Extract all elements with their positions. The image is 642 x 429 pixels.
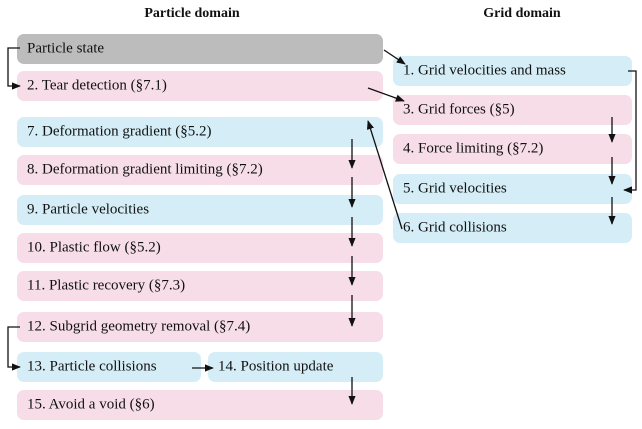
step-box: [208, 352, 383, 382]
arrow: [7, 47, 21, 90]
step-box: [393, 56, 632, 86]
arrow: [366, 120, 403, 230]
arrow: [623, 70, 637, 194]
step-box: [17, 155, 383, 185]
arrow: [383, 49, 406, 65]
step-label: 9. Particle velocities: [27, 201, 149, 217]
step-box: [17, 195, 383, 225]
step-label: 13. Particle collisions: [27, 358, 157, 374]
grid-header: Grid domain: [483, 6, 561, 21]
step-box: [17, 352, 201, 382]
step-box: [17, 71, 383, 101]
step-label: 15. Avoid a void (§6): [27, 396, 155, 412]
arrow: [367, 87, 405, 102]
step-label: 5. Grid velocities: [403, 180, 507, 196]
step-box: [17, 34, 383, 64]
step-box: [17, 271, 383, 301]
step-label: 2. Tear detection (§7.1): [27, 77, 167, 93]
step-box: [393, 213, 632, 243]
step-box: [17, 117, 383, 147]
step-label: 11. Plastic recovery (§7.3): [27, 277, 185, 293]
step-label: 7. Deformation gradient (§5.2): [27, 123, 212, 139]
step-label: 4. Force limiting (§7.2): [403, 140, 543, 156]
step-label: 1. Grid velocities and mass: [403, 62, 566, 78]
step-label: 14. Position update: [218, 358, 334, 374]
step-box: [393, 95, 632, 125]
particle-header: Particle domain: [144, 6, 239, 21]
arrow: [7, 326, 21, 371]
step-box: [393, 134, 632, 164]
step-label: 10. Plastic flow (§5.2): [27, 239, 161, 255]
step-box: [393, 174, 632, 204]
step-label: 8. Deformation gradient limiting (§7.2): [27, 161, 263, 177]
step-box: [17, 312, 383, 342]
step-label: 3. Grid forces (§5): [403, 101, 515, 117]
step-label: 12. Subgrid geometry removal (§7.4): [27, 318, 250, 334]
step-box: [17, 233, 383, 263]
step-box: [17, 390, 383, 420]
arrows: [7, 47, 637, 405]
step-label: Particle state: [27, 40, 104, 56]
step-label: 6. Grid collisions: [403, 219, 507, 235]
